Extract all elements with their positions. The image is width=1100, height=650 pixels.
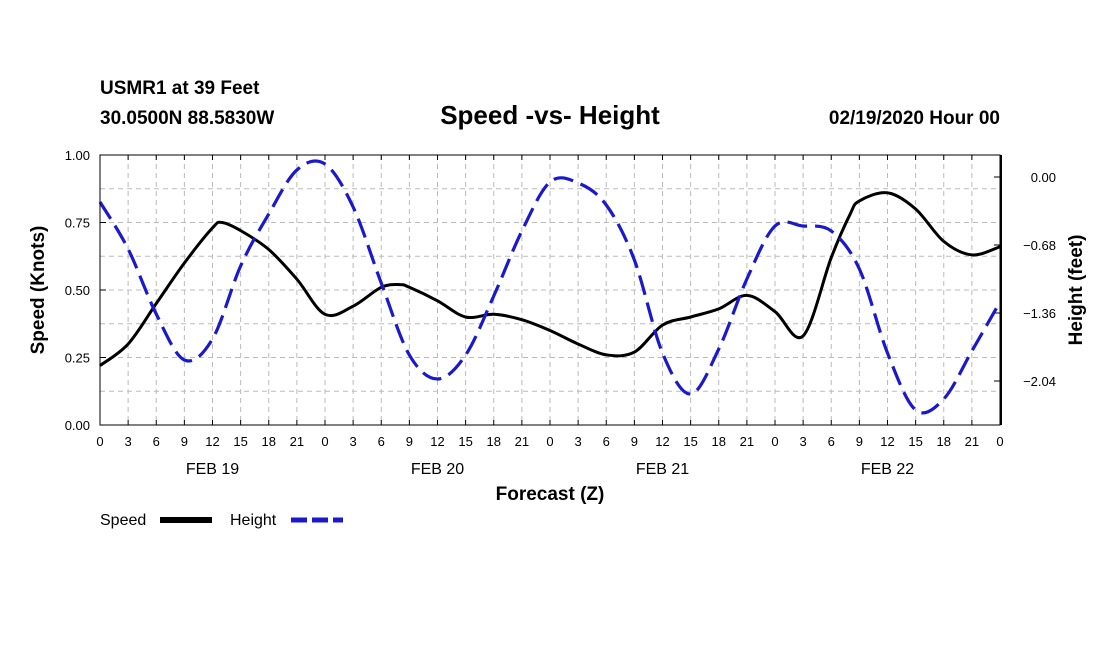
x-tick-labels: 0 3 6 9 12 15 18 21 0 3 6 9 12 15 18 21 0 3 6 9 12 15 18 21 0 3 6 9… <box>96 434 1003 449</box>
x-tick-label: 0 <box>321 434 328 449</box>
x-tick-label: 21 <box>965 434 979 449</box>
forecast-date-label: 02/19/2020 Hour 00 <box>829 108 1000 129</box>
x-tick-label: 12 <box>430 434 444 449</box>
x-tick-label: 0 <box>96 434 103 449</box>
x-tick-label: 0 <box>771 434 778 449</box>
x-tick-label: 9 <box>631 434 638 449</box>
x-tick-label: 18 <box>262 434 276 449</box>
x-tick-label: 15 <box>683 434 697 449</box>
date-label: FEB 20 <box>411 461 464 478</box>
date-labels: FEB 19 FEB 20 FEB 21 FEB 22 <box>186 461 914 478</box>
x-tick-label: 12 <box>205 434 219 449</box>
x-tick-label: 15 <box>233 434 247 449</box>
x-tick-label: 3 <box>800 434 807 449</box>
x-tick-label: 12 <box>655 434 669 449</box>
left-tick-labels: 0.00 0.25 0.50 0.75 1.00 <box>65 148 90 433</box>
x-tick-label: 3 <box>575 434 582 449</box>
date-label: FEB 22 <box>861 461 914 478</box>
y-right-tick-label: −2.04 <box>1023 374 1056 389</box>
series-line-speed <box>99 191 1001 367</box>
axis-ticks <box>99 154 1001 426</box>
legend-speed-label: Speed <box>100 512 146 529</box>
grid-lines <box>100 155 1000 425</box>
y-left-tick-label: 0.25 <box>65 351 90 366</box>
date-label: FEB 19 <box>186 461 239 478</box>
x-tick-label: 15 <box>908 434 922 449</box>
x-tick-label: 21 <box>740 434 754 449</box>
legend-height-label: Height <box>230 512 277 529</box>
y-right-tick-label: −1.36 <box>1023 306 1056 321</box>
y-right-tick-label: 0.00 <box>1031 170 1056 185</box>
x-tick-label: 18 <box>487 434 501 449</box>
chart-title: Speed -vs- Height <box>440 100 660 130</box>
date-label: FEB 21 <box>636 461 689 478</box>
y-left-tick-label: 0.75 <box>65 216 90 231</box>
x-tick-label: 3 <box>125 434 132 449</box>
series-line-height <box>98 159 1002 415</box>
x-tick-label: 3 <box>350 434 357 449</box>
x-tick-label: 18 <box>937 434 951 449</box>
x-tick-label: 6 <box>378 434 385 449</box>
right-tick-labels: 0.00 −0.68 −1.36 −2.04 <box>1023 170 1056 389</box>
series-lines <box>98 159 1002 415</box>
x-tick-label: 18 <box>712 434 726 449</box>
left-axis-title: Speed (Knots) <box>28 226 49 355</box>
y-right-tick-label: −0.68 <box>1023 238 1056 253</box>
right-axis-title: Height (feet) <box>1066 235 1087 346</box>
x-axis-title: Forecast (Z) <box>496 484 605 505</box>
x-tick-label: 9 <box>181 434 188 449</box>
x-tick-label: 21 <box>290 434 304 449</box>
x-tick-label: 0 <box>546 434 553 449</box>
coordinates-label: 30.0500N 88.5830W <box>100 108 274 129</box>
x-tick-label: 9 <box>856 434 863 449</box>
x-tick-label: 0 <box>996 434 1003 449</box>
x-tick-label: 15 <box>458 434 472 449</box>
y-left-tick-label: 0.50 <box>65 283 90 298</box>
x-tick-label: 6 <box>603 434 610 449</box>
y-left-tick-label: 1.00 <box>65 148 90 163</box>
y-left-tick-label: 0.00 <box>65 418 90 433</box>
legend: Speed Height <box>100 512 343 529</box>
x-tick-label: 6 <box>828 434 835 449</box>
station-label: USMR1 at 39 Feet <box>100 78 260 99</box>
x-tick-label: 12 <box>880 434 894 449</box>
x-tick-label: 9 <box>406 434 413 449</box>
x-tick-label: 21 <box>515 434 529 449</box>
x-tick-label: 6 <box>153 434 160 449</box>
